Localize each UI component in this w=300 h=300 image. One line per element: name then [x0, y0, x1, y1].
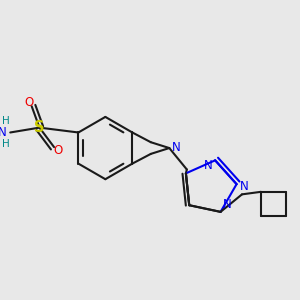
Text: H: H: [2, 139, 10, 149]
Text: S: S: [34, 120, 45, 135]
Text: O: O: [53, 143, 63, 157]
Text: N: N: [203, 159, 212, 172]
Text: N: N: [239, 180, 248, 193]
Text: O: O: [24, 96, 33, 109]
Text: N: N: [172, 141, 181, 154]
Text: H: H: [2, 116, 10, 126]
Text: N: N: [0, 126, 7, 139]
Text: N: N: [223, 198, 231, 211]
